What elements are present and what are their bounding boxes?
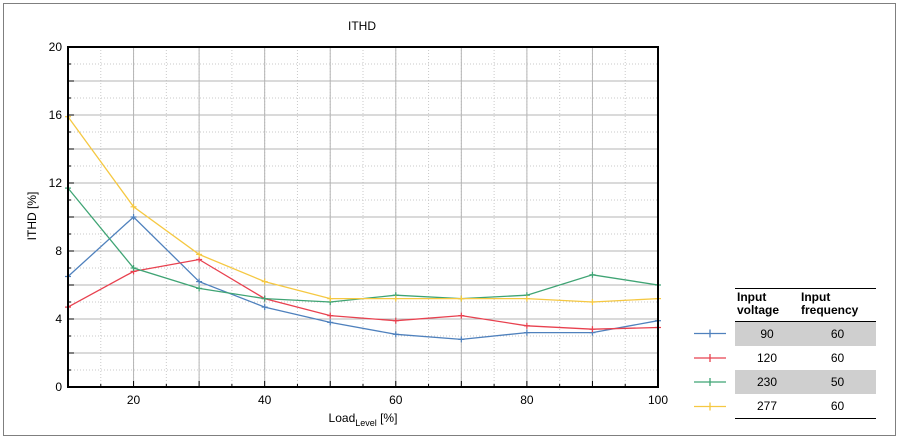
data-point (523, 322, 530, 329)
series-line (67, 258, 659, 330)
legend-voltage: 120 (756, 351, 778, 365)
data-point (589, 299, 596, 305)
data-point (327, 295, 334, 302)
axis-ticks: 20 40 60 80 100 0 4 8 12 16 20 (49, 40, 669, 407)
data-point (196, 278, 203, 285)
legend-frequency: 50 (799, 370, 876, 394)
data-point (196, 251, 203, 258)
y-tick-label: 4 (55, 312, 62, 326)
data-point (130, 214, 137, 220)
series-line (67, 216, 659, 341)
y-tick-label: 20 (49, 40, 63, 54)
data-point (196, 256, 203, 263)
y-axis-label: ITHD [%] (25, 192, 39, 241)
legend-row: 120 60 (735, 346, 876, 370)
legend-header-row: Input voltage Input frequency (735, 288, 876, 322)
data-point (589, 271, 596, 278)
data-point (392, 295, 399, 302)
series-line (67, 116, 659, 303)
data-point (327, 319, 334, 326)
legend-frequency: 60 (799, 321, 876, 346)
data-point (523, 295, 530, 302)
legend-marker (694, 329, 726, 338)
data-point (261, 278, 268, 285)
legend-frequency: 60 (830, 351, 845, 365)
data-point (458, 295, 465, 302)
legend-marker (694, 402, 726, 411)
legend-row: 277 60 (735, 394, 876, 419)
legend-voltage: 277 (735, 394, 799, 419)
grid (67, 46, 659, 388)
data-point (392, 331, 399, 338)
data-point (130, 265, 137, 271)
legend-header-frequency: Input frequency (799, 288, 876, 322)
x-axis-label-subscript: Level (355, 418, 377, 428)
x-tick-label: 40 (258, 393, 272, 407)
legend-marker (694, 354, 726, 362)
y-tick-label: 12 (49, 176, 63, 190)
x-tick-label: 20 (127, 393, 141, 407)
data-point (392, 317, 399, 324)
legend-header-voltage: Input voltage (735, 288, 799, 322)
data-point (589, 326, 596, 333)
data-point (523, 329, 530, 336)
y-tick-label: 0 (55, 380, 62, 394)
y-tick-label: 8 (55, 244, 62, 258)
x-tick-label: 80 (520, 393, 534, 407)
data-point (261, 295, 268, 302)
legend-row: 90 60 (735, 321, 876, 346)
x-tick-label: 100 (648, 393, 668, 407)
x-axis-label-unit: [%] (377, 411, 398, 425)
data-point (327, 312, 334, 319)
legend-voltage: 90 (735, 321, 799, 346)
x-tick-label: 60 (389, 393, 403, 407)
legend-frequency: 60 (799, 394, 876, 419)
plot-border (67, 46, 659, 388)
legend-marker (694, 378, 726, 386)
x-axis-label: LoadLevel [%] (329, 411, 398, 428)
data-point (196, 285, 203, 292)
chart-title: ITHD (348, 19, 376, 33)
data-point (458, 336, 465, 343)
data-point (261, 304, 268, 311)
data-point (130, 203, 137, 210)
x-axis-label-main: Load (329, 411, 356, 425)
y-tick-label: 16 (49, 108, 63, 122)
legend-voltage: 230 (735, 370, 799, 394)
data-point (458, 312, 465, 319)
legend-table: Input voltage Input frequency 90 60 120 … (735, 288, 876, 419)
legend-row: 230 50 (735, 370, 876, 394)
legend-markers (694, 329, 726, 411)
